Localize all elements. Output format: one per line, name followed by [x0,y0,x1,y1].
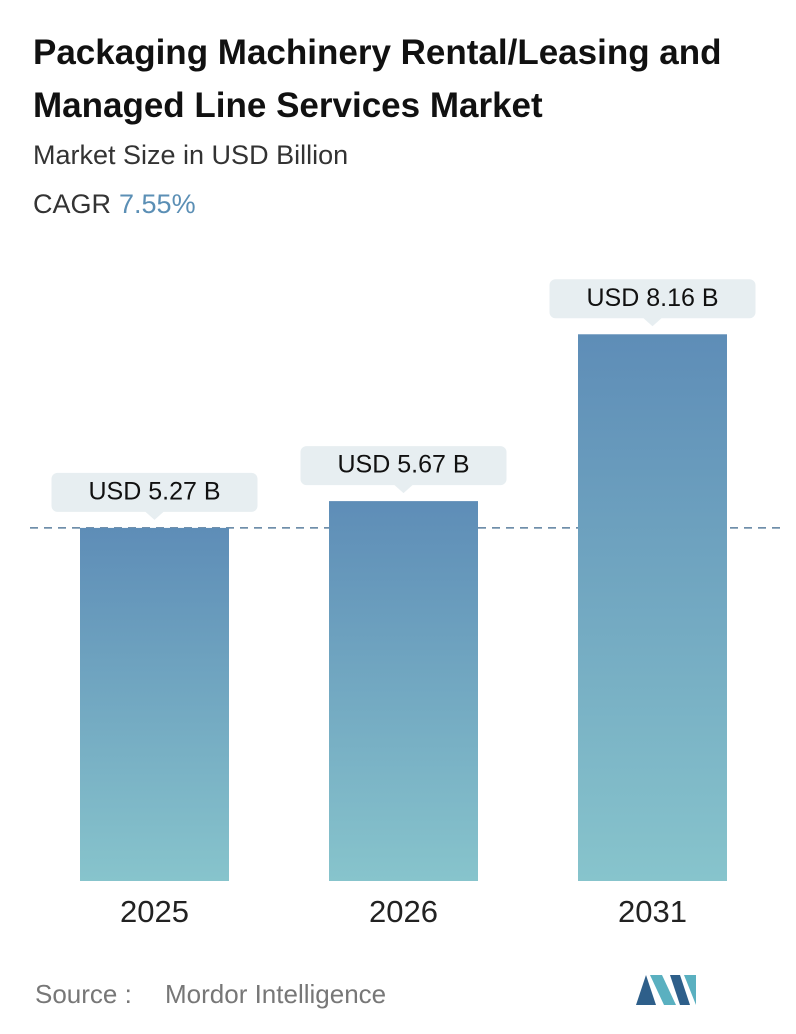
cagr-label: CAGR [33,189,112,219]
source: Mordor Intelligence [165,979,386,1009]
source-label: Source : [35,979,132,1009]
chart-subtitle: Market Size in USD Billion [33,140,349,170]
bar [578,334,727,881]
value-label-box [51,472,258,520]
x-tick-label: 2026 [369,894,438,929]
value-label: USD 5.67 B [337,451,469,479]
bar [329,501,478,881]
value-label-box [549,279,756,327]
chart-title: Packaging Machinery Rental/Leasing and M… [33,33,722,125]
x-tick-label: 2025 [120,894,189,929]
x-tick-label: 2031 [618,894,687,929]
cagr: CAGR 7.55% [33,189,196,220]
cagr-value: 7.55% [119,189,196,219]
value-label-box [300,446,507,494]
logo [636,975,696,1005]
bar [80,527,229,881]
value-label: USD 5.27 B [88,478,220,506]
value-label: USD 8.16 B [586,284,718,312]
